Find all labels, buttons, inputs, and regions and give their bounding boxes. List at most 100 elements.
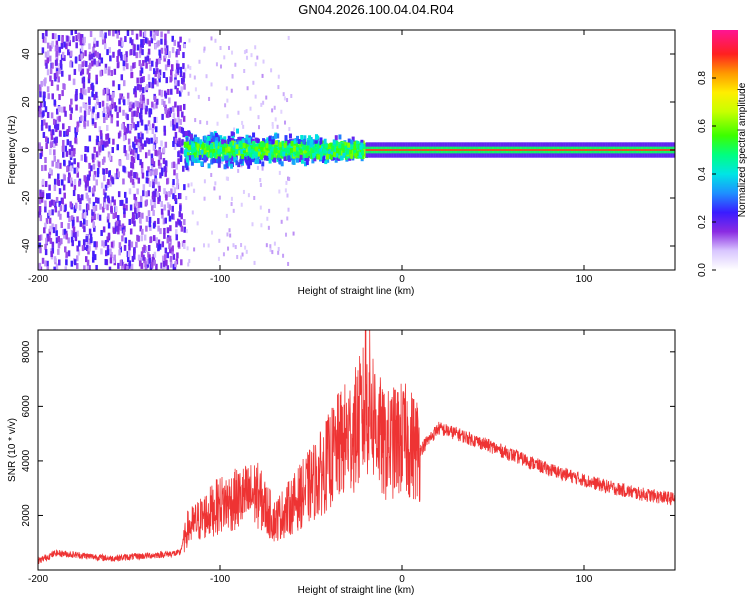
spectrogram-cell	[286, 98, 289, 103]
spectrogram-cell	[70, 50, 73, 57]
spectrogram-cell	[555, 149, 557, 151]
spectrogram-cell	[264, 139, 268, 145]
spectrogram-cell	[175, 234, 179, 241]
spectrogram-cell	[559, 149, 561, 151]
spectrogram-cell	[178, 211, 182, 218]
spectrogram-cell	[173, 187, 177, 194]
y-tick-label: 20	[21, 96, 32, 108]
spectrogram-cell	[46, 57, 49, 64]
spectrogram-cell	[519, 149, 522, 151]
spectrogram-cell	[193, 188, 196, 193]
spectrogram-cell	[628, 149, 630, 151]
spectrogram-cell	[39, 152, 42, 159]
spectrogram-cell	[291, 159, 295, 165]
spectrogram-cell	[206, 151, 210, 157]
spectrogram-cell	[176, 67, 180, 74]
spectrogram-cell	[336, 148, 340, 154]
spectrogram-cell	[137, 177, 141, 184]
spectrogram-cell	[287, 176, 290, 181]
spectrogram-cell	[96, 40, 99, 47]
spectrogram-cell	[219, 64, 222, 69]
spectrogram-cell	[371, 149, 374, 151]
spectrogram-cell	[46, 69, 50, 76]
spectrogram-cell	[156, 41, 159, 48]
spectrogram-cell	[130, 65, 133, 72]
spectrogram-cell	[149, 30, 153, 37]
spectrogram-cell	[60, 238, 63, 245]
spectrogram-cell	[129, 148, 133, 155]
spectrogram-cell	[173, 136, 176, 143]
spectrogram-cell	[150, 137, 153, 144]
spectrogram-cell	[229, 141, 233, 147]
spectrogram-cell	[93, 153, 96, 160]
spectrogram-cell	[138, 60, 142, 67]
spectrogram-cell	[172, 119, 175, 126]
spectrogram-cell	[500, 149, 503, 151]
spectrogram-cell	[116, 55, 119, 62]
spectrogram-cell	[134, 100, 138, 107]
spectrogram-cell	[163, 129, 167, 136]
spectrogram-cell	[69, 104, 72, 111]
spectrogram-cell	[144, 152, 148, 159]
spectrogram-cell	[219, 135, 223, 141]
spectrogram-cell	[218, 238, 221, 243]
spectrogram-cell	[280, 150, 284, 156]
spectrogram-cell	[422, 149, 425, 151]
spectrogram-cell	[126, 92, 130, 99]
spectrogram-cell	[307, 150, 311, 156]
spectrogram-cell	[319, 148, 323, 154]
spectrogram-cell	[254, 94, 257, 99]
spectrogram-cell	[517, 149, 519, 151]
spectrogram-cell	[96, 213, 100, 220]
spectrogram-cell	[236, 254, 239, 259]
spectrogram-cell	[244, 156, 248, 162]
spectrogram-cell	[179, 205, 182, 212]
spectrogram-cell	[137, 254, 141, 261]
spectrogram-cell	[107, 178, 110, 185]
spectrogram-cell	[271, 139, 275, 145]
spectrogram-cell	[132, 214, 135, 221]
spectrogram-cell	[205, 155, 209, 161]
spectrogram-cell	[165, 45, 169, 52]
spectrogram-cell	[95, 95, 99, 102]
spectrogram-cell	[157, 244, 160, 251]
spectrogram-cell	[84, 145, 87, 152]
spectrogram-cell	[175, 122, 179, 129]
spectrogram-cell	[295, 154, 299, 160]
spectrogram-cell	[273, 157, 277, 163]
spectrogram-cell	[85, 209, 89, 216]
spectrogram-cell	[86, 245, 89, 252]
spectrogram-cell	[45, 62, 48, 69]
spectrogram-cell	[257, 143, 261, 149]
spectrogram-cell	[92, 250, 95, 257]
spectrogram-cell	[164, 33, 167, 40]
spectrogram-cell	[304, 155, 308, 161]
spectrogram-cell	[100, 182, 104, 189]
spectrogram-cell	[157, 72, 160, 79]
spectrogram-cell	[177, 158, 180, 165]
spectrogram-cell	[107, 137, 111, 144]
colorbar-tick-label: 0.2	[697, 215, 708, 229]
spectrogram-cell	[424, 149, 426, 151]
spectrogram-cell	[134, 152, 137, 159]
spectrogram-cell	[349, 149, 353, 155]
spectrogram-cell	[76, 216, 79, 223]
spectrogram-cell	[477, 149, 480, 151]
spectrogram-cell	[155, 126, 158, 133]
spectrogram-cell	[76, 121, 79, 128]
spectrogram-cell	[221, 156, 225, 162]
spectrogram-cell	[68, 148, 72, 155]
spectrogram-cell	[344, 150, 348, 156]
spectrogram-cell	[305, 145, 309, 151]
spectrogram-cell	[316, 143, 320, 149]
colorbar-tick-label: 0.8	[697, 71, 708, 85]
spectrogram-cell	[135, 213, 138, 220]
spectrogram-cell	[164, 92, 168, 99]
spectrogram-cell	[100, 133, 103, 140]
spectrogram-cell	[78, 65, 81, 72]
spectrogram-cell	[273, 133, 277, 139]
spectrogram-cell	[70, 162, 74, 169]
spectrogram-cell	[573, 149, 575, 151]
spectrogram-cell	[387, 149, 389, 151]
spectrogram-cell	[436, 149, 439, 151]
